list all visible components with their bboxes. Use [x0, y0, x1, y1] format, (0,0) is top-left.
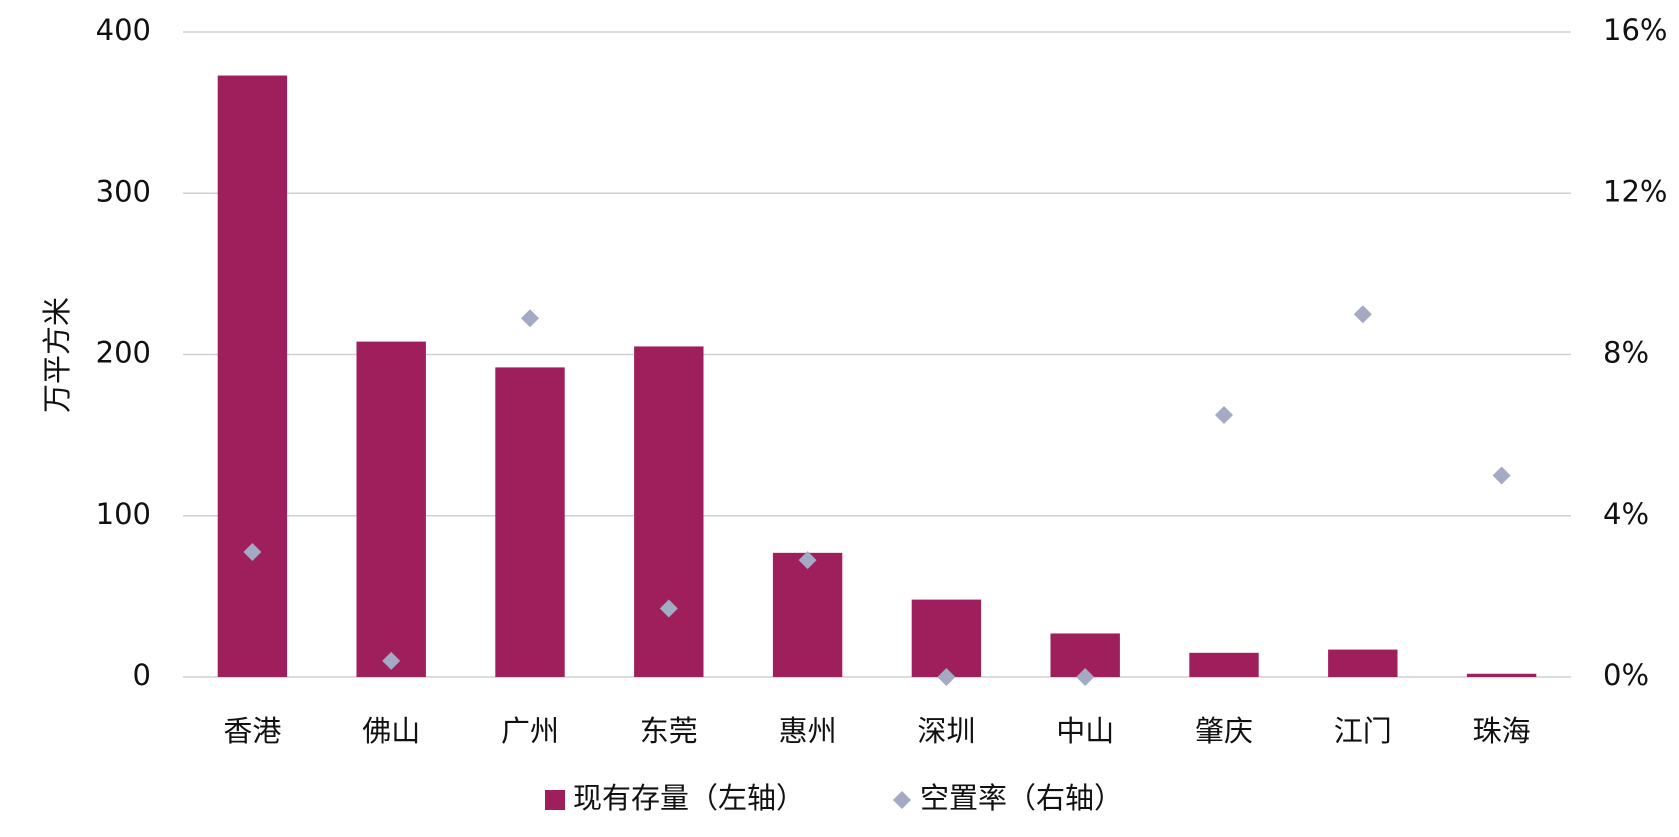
y2-tick-label: 8%: [1603, 336, 1649, 370]
bar: [911, 599, 982, 677]
marker: [937, 668, 956, 686]
legend-label: 现有存量（左轴）: [573, 781, 805, 815]
marker: [1215, 405, 1233, 424]
x-tick-label: 惠州: [779, 714, 837, 748]
marker: [382, 651, 401, 670]
y-axis-label: 万平方米: [40, 297, 74, 413]
bar: [634, 346, 704, 677]
marker: [1076, 668, 1095, 686]
x-tick-label: 东莞: [640, 714, 698, 748]
marker: [1353, 305, 1372, 324]
x-tick-label: 深圳: [917, 714, 975, 748]
x-tick-label: 广州: [501, 714, 559, 748]
legend-swatch: [545, 790, 565, 810]
x-tick-label: 肇庆: [1195, 714, 1253, 748]
marker: [1492, 466, 1511, 485]
x-tick-label: 中山: [1056, 714, 1114, 748]
x-tick-label: 香港: [223, 714, 281, 748]
bar: [1328, 649, 1398, 677]
y2-tick-label: 16%: [1603, 13, 1667, 47]
x-tick-label: 佛山: [362, 714, 420, 748]
bar: [495, 367, 565, 677]
legend-swatch: [893, 791, 911, 809]
bar: [772, 552, 843, 677]
bar: [1466, 673, 1537, 677]
x-tick-label: 珠海: [1473, 714, 1531, 748]
x-tick-label: 江门: [1334, 714, 1392, 748]
marker: [798, 551, 817, 570]
y-tick-label: 400: [96, 13, 151, 47]
y-tick-label: 0: [133, 658, 151, 692]
y2-tick-label: 12%: [1603, 174, 1667, 208]
marker: [659, 599, 678, 618]
y2-tick-label: 4%: [1603, 497, 1649, 531]
legend-label: 空置率（右轴）: [920, 781, 1123, 815]
y-tick-label: 100: [96, 497, 151, 531]
bar: [356, 341, 426, 677]
marker: [521, 309, 539, 328]
marker: [243, 543, 262, 562]
bar: [1189, 652, 1259, 677]
y-tick-label: 200: [96, 336, 151, 370]
bar: [217, 75, 288, 678]
y-tick-label: 300: [96, 174, 151, 208]
y2-tick-label: 0%: [1603, 658, 1649, 692]
